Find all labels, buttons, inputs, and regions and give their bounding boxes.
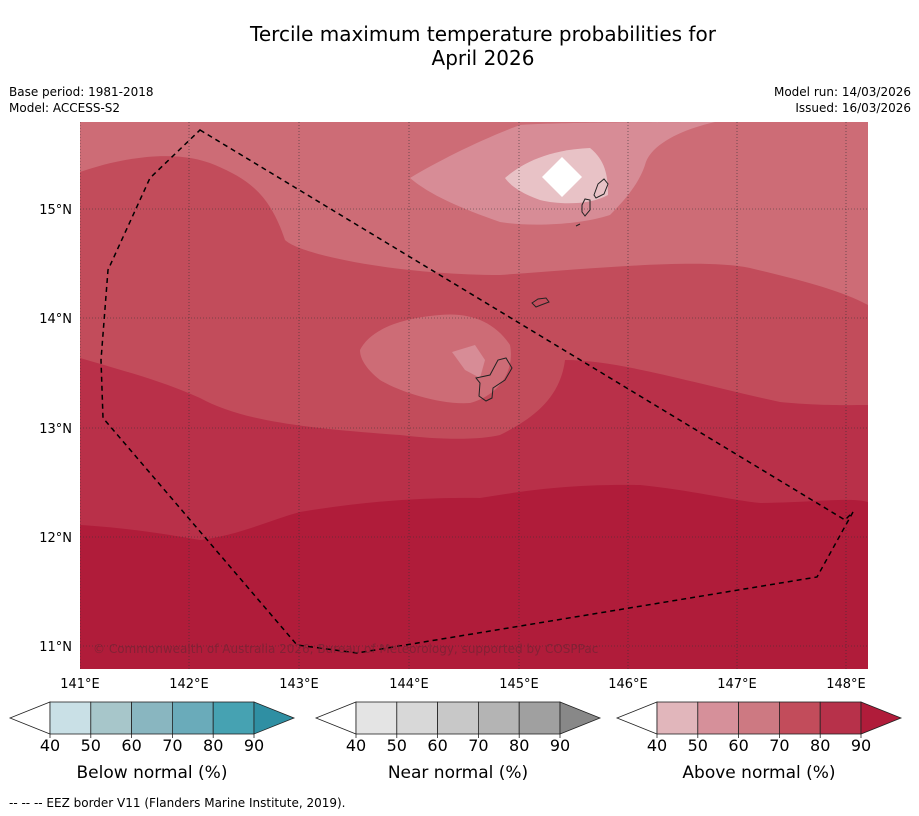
colorbar-tick-label: 60 — [728, 736, 748, 755]
colorbar-segment — [819, 701, 862, 735]
island-rota — [531, 297, 550, 308]
colorbar-segment — [396, 701, 438, 735]
colorbar-min-triangle — [8, 701, 51, 735]
colorbar-segment — [49, 701, 92, 735]
graticule — [80, 122, 868, 669]
colorbar-segment — [697, 701, 739, 735]
title-line-2: April 2026 — [431, 46, 535, 70]
colorbar: 40 50 60 70 80 90 Above normal (%) — [615, 701, 903, 783]
colorbar-segment — [518, 701, 561, 735]
lat-label: 13°N — [39, 422, 72, 437]
chart-title: Tercile maximum temperature probabilitie… — [0, 22, 919, 70]
colorbar-tick-label: 90 — [550, 736, 570, 755]
base-period: Base period: 1981-2018 — [9, 85, 154, 99]
band-60-70-south — [360, 314, 511, 404]
colorbar-segment — [131, 701, 173, 735]
colorbar-segment — [656, 701, 699, 735]
lon-label: 148°E — [826, 677, 866, 692]
lon-label: 143°E — [279, 677, 319, 692]
copyright-text: © Commonwealth of Australia 2026, Bureau… — [93, 642, 598, 656]
lat-label: 15°N — [39, 203, 72, 218]
colorbar-tick-label: 70 — [769, 736, 789, 755]
colorbar-min-triangle — [615, 701, 658, 735]
longitude-labels: 141°E 142°E 143°E 144°E 145°E 146°E 147°E 148°E — [60, 677, 866, 692]
band-50-60-south — [452, 345, 485, 378]
colorbar: 40 50 60 70 80 90 Below normal (%) — [8, 701, 296, 783]
title-line-1: Tercile maximum temperature probabilitie… — [250, 22, 716, 46]
colorbar-tick-label: 60 — [427, 736, 447, 755]
model-run: Model run: 14/03/2026 — [773, 85, 911, 99]
colorbar-max-triangle — [860, 701, 903, 735]
model-name: Model: ACCESS-S2 — [9, 101, 121, 115]
islands — [475, 178, 609, 402]
metadata-left: Base period: 1981-2018 Model: ACCESS-S2 — [9, 84, 154, 116]
lon-label: 142°E — [169, 677, 209, 692]
lon-label: 145°E — [499, 677, 539, 692]
colorbar-segment — [212, 701, 255, 735]
colorbar-max-triangle — [559, 701, 602, 735]
colorbars: 40 50 60 70 80 90 Below normal (%) 40 50 60 70 80 90… — [8, 701, 903, 783]
colorbar-tick-label: 50 — [81, 736, 101, 755]
lat-label: 11°N — [39, 640, 72, 655]
issued-date: Issued: 16/03/2026 — [795, 101, 911, 115]
band-above-90 — [80, 484, 868, 669]
latitude-labels: 15°N 14°N 13°N 12°N 11°N — [39, 203, 72, 655]
colorbar-segment — [779, 701, 821, 735]
colorbar-min-triangle — [314, 701, 357, 735]
colorbar-tick-label: 90 — [244, 736, 264, 755]
island-aguijan — [575, 223, 581, 227]
colorbar-tick-label: 40 — [647, 736, 667, 755]
band-below-40 — [542, 157, 582, 197]
eez-border — [100, 129, 854, 654]
lat-label: 12°N — [39, 531, 72, 546]
footnote: -- -- -- EEZ border V11 (Flanders Marine… — [9, 796, 346, 810]
colorbar-segment — [437, 701, 479, 735]
colorbar-tick-label: 70 — [162, 736, 182, 755]
colorbar-tick-label: 90 — [851, 736, 871, 755]
lon-label: 147°E — [717, 677, 757, 692]
colorbar-tick-label: 80 — [810, 736, 830, 755]
island-guam — [475, 357, 513, 402]
lon-label: 141°E — [60, 677, 100, 692]
colorbar-tick-label: 80 — [509, 736, 529, 755]
colorbar-label: Near normal (%) — [388, 763, 528, 783]
colorbar-tick-label: 70 — [468, 736, 488, 755]
colorbar-segment — [355, 701, 398, 735]
colorbar-label: Below normal (%) — [77, 763, 228, 783]
colorbar-tick-label: 50 — [688, 736, 708, 755]
lon-label: 144°E — [389, 677, 429, 692]
colorbar-label: Above normal (%) — [682, 763, 835, 783]
colorbar-segment — [90, 701, 133, 735]
probability-map — [80, 122, 868, 669]
metadata-right: Model run: 14/03/2026 Issued: 16/03/2026 — [774, 84, 911, 116]
colorbar-segment — [171, 701, 214, 735]
colorbar-tick-label: 50 — [387, 736, 407, 755]
colorbar-segment — [477, 701, 520, 735]
lon-label: 146°E — [608, 677, 648, 692]
colorbar-max-triangle — [253, 701, 296, 735]
island-saipan — [593, 178, 609, 199]
lat-label: 14°N — [39, 312, 72, 327]
island-tinian — [581, 198, 591, 217]
colorbar-tick-label: 80 — [203, 736, 223, 755]
colorbar: 40 50 60 70 80 90 Near normal (%) — [314, 701, 602, 783]
colorbar-tick-label: 40 — [346, 736, 366, 755]
colorbar-tick-label: 40 — [40, 736, 60, 755]
colorbar-segment — [738, 701, 780, 735]
colorbar-tick-label: 60 — [121, 736, 141, 755]
